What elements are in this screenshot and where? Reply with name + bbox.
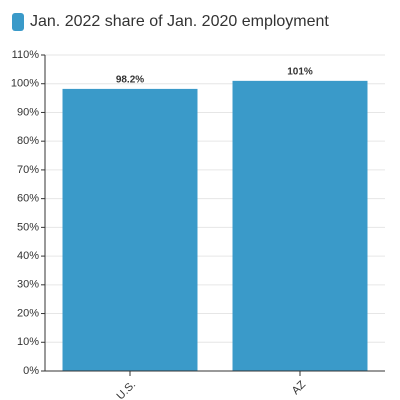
y-tick-label: 80%: [17, 135, 39, 147]
bar: [232, 80, 368, 371]
y-tick-label: 30%: [17, 279, 39, 291]
value-label: 98.2%: [116, 75, 144, 86]
y-tick-label: 20%: [17, 307, 39, 319]
value-label: 101%: [287, 66, 313, 77]
legend-swatch: [12, 13, 24, 31]
y-tick-label: 10%: [17, 336, 39, 348]
y-tick-label: 50%: [17, 221, 39, 233]
y-tick-label: 40%: [17, 250, 39, 262]
y-tick-label: 90%: [17, 106, 39, 118]
y-tick-label: 60%: [17, 193, 39, 205]
y-tick-label: 110%: [12, 49, 40, 61]
legend-label: Jan. 2022 share of Jan. 2020 employment: [30, 13, 329, 30]
y-tick-label: 100%: [11, 78, 39, 90]
bar: [62, 88, 198, 371]
y-tick-label: 70%: [17, 164, 39, 176]
y-tick-label: 0%: [23, 365, 39, 377]
